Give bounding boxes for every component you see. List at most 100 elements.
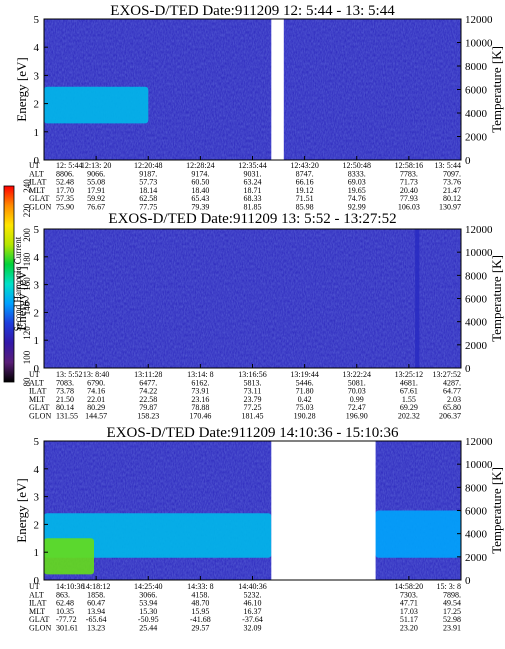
colorbar-tick-label: 220 — [22, 203, 32, 217]
orbit-table-cell: 206.37 — [439, 412, 461, 421]
orbit-table-cell: 80.14 — [56, 403, 74, 412]
colorbar-scale — [3, 185, 15, 383]
y-tick-label: 2 — [34, 99, 40, 111]
orbit-table-cell: 5232. — [244, 590, 262, 599]
y-tick-label: 5 — [34, 224, 40, 236]
emission-band — [44, 538, 94, 575]
y-tick-label: 0 — [34, 575, 40, 587]
orbit-table-row-label: GLON — [29, 624, 51, 633]
orbit-table-cell: 76.67 — [87, 203, 105, 212]
orbit-table-cell: 0.42 — [298, 395, 312, 404]
orbit-table-cell: 14:25:40 — [134, 582, 162, 591]
y-tick-label: 3 — [34, 492, 40, 504]
orbit-table-cell: 4158. — [191, 590, 209, 599]
orbit-table-cell: 74.16 — [87, 387, 105, 396]
colorbar-tick-label: 160 — [22, 277, 32, 291]
orbit-table-cell: 15.95 — [191, 607, 209, 616]
spectral-spike — [415, 229, 420, 368]
orbit-table-cell: 12:20:48 — [134, 161, 162, 170]
orbit-table-cell: 75.03 — [296, 403, 314, 412]
y-right-tick-label: 8000 — [465, 270, 488, 282]
orbit-table-cell: 14:33: 8 — [187, 582, 213, 591]
orbit-table-cell: 92.99 — [348, 203, 366, 212]
orbit-table-cell: 12:43:20 — [290, 161, 318, 170]
y-right-axis-label: Temperature [K] — [489, 46, 504, 133]
orbit-table-cell: 2.03 — [447, 395, 461, 404]
orbit-table-row-label: ALT — [29, 590, 44, 599]
orbit-table-cell: 202.32 — [398, 412, 420, 421]
orbit-table-cell: 60.50 — [191, 178, 209, 187]
orbit-table-cell: 32.09 — [244, 624, 262, 633]
orbit-table-cell: 1858. — [87, 590, 105, 599]
orbit-table-cell: 13: 5:44 — [435, 161, 461, 170]
orbit-table-cell: 12:50:48 — [343, 161, 371, 170]
y-right-tick-label: 0 — [465, 155, 471, 167]
orbit-table-cell: 5081. — [348, 378, 366, 387]
orbit-table-cell: 131.55 — [56, 412, 78, 421]
panel-title: EXOS-D/TED Date:911209 13: 5:52 - 13:27:… — [108, 211, 396, 227]
orbit-table-cell: 13:14: 8 — [187, 370, 213, 379]
panel-1: EXOS-D/TED Date:911209 12: 5:44 - 13: 5:… — [14, 3, 504, 212]
orbit-table-cell: -37.64 — [242, 615, 263, 624]
orbit-table-cell: 7303. — [400, 590, 418, 599]
orbit-table-cell: 65.80 — [443, 403, 461, 412]
orbit-table-cell: 144.57 — [85, 412, 107, 421]
orbit-table-cell: 25.44 — [139, 624, 157, 633]
colorbar-tick-label: 180 — [22, 252, 32, 266]
y-tick-label: 5 — [34, 14, 40, 26]
orbit-table-cell: 13:11:28 — [134, 370, 162, 379]
orbit-table-row-label: MLT — [29, 186, 45, 195]
orbit-table-cell: 12:58:16 — [395, 161, 423, 170]
colorbar: Second Harmonic Current 80 100 120 140 160 18… — [3, 179, 32, 387]
orbit-table-row-label: ILAT — [29, 387, 46, 396]
y-tick-label: 2 — [34, 519, 40, 531]
orbit-table-row-label: GLAT — [29, 615, 50, 624]
orbit-table-cell: 20.40 — [400, 186, 418, 195]
orbit-table-cell: -41.68 — [190, 615, 211, 624]
orbit-table-row-label: GLAT — [29, 403, 50, 412]
panel-title: EXOS-D/TED Date:911209 12: 5:44 - 13: 5:… — [110, 3, 395, 19]
orbit-table-cell: 18.71 — [244, 186, 262, 195]
colorbar-tick-label: 200 — [22, 228, 32, 242]
panel-2: EXOS-D/TED Date:911209 13: 5:52 - 13:27:… — [14, 211, 504, 421]
orbit-table-cell: 13:16:56 — [238, 370, 266, 379]
orbit-table-cell: 8747. — [296, 169, 314, 178]
y-right-tick-label: 4000 — [465, 108, 488, 120]
orbit-table-cell: 15: 3: 8 — [437, 582, 461, 591]
colorbar-tick-label: 140 — [22, 301, 32, 315]
orbit-table-cell: 73.11 — [244, 387, 262, 396]
orbit-table-row-label: GLON — [29, 203, 51, 212]
orbit-table-cell: 70.03 — [348, 387, 366, 396]
orbit-table-cell: 71.51 — [296, 194, 314, 203]
orbit-table-cell: 19.12 — [296, 186, 314, 195]
orbit-table-cell: 23.79 — [244, 395, 262, 404]
orbit-table-cell: 0.99 — [350, 395, 364, 404]
orbit-table-cell: 6477. — [139, 378, 157, 387]
spectrogram-texture — [44, 229, 461, 368]
orbit-table-row-label: ALT — [29, 378, 44, 387]
orbit-table-cell: -65.64 — [86, 615, 107, 624]
orbit-table-cell: 75.90 — [56, 203, 74, 212]
orbit-table-cell: 22.58 — [139, 395, 157, 404]
orbit-table-cell: 19.65 — [348, 186, 366, 195]
orbit-table-cell: 3066. — [139, 590, 157, 599]
orbit-table-cell: 46.10 — [244, 599, 262, 608]
orbit-table-cell: 65.43 — [191, 194, 209, 203]
orbit-table-cell: 21.50 — [56, 395, 74, 404]
orbit-table-cell: 81.85 — [244, 203, 262, 212]
colorbar-label: Second Harmonic Current — [13, 236, 23, 331]
y-tick-label: 1 — [34, 335, 40, 347]
orbit-table-row-label: MLT — [29, 607, 45, 616]
orbit-table-cell: 51.17 — [400, 615, 418, 624]
y-axis-label: Energy [eV] — [14, 478, 29, 542]
orbit-table-cell: 4287. — [443, 378, 461, 387]
orbit-table-cell: 57.35 — [56, 194, 74, 203]
orbit-table-cell: 23.91 — [443, 624, 461, 633]
orbit-table-cell: 5813. — [244, 378, 262, 387]
orbit-table-cell: 14:58:20 — [395, 582, 423, 591]
y-right-tick-label: 12000 — [465, 436, 493, 448]
orbit-table-cell: 18.40 — [191, 186, 209, 195]
orbit-table-cell: 181.45 — [242, 412, 264, 421]
orbit-table-cell: 106.03 — [398, 203, 420, 212]
orbit-table-row-label: ILAT — [29, 178, 46, 187]
